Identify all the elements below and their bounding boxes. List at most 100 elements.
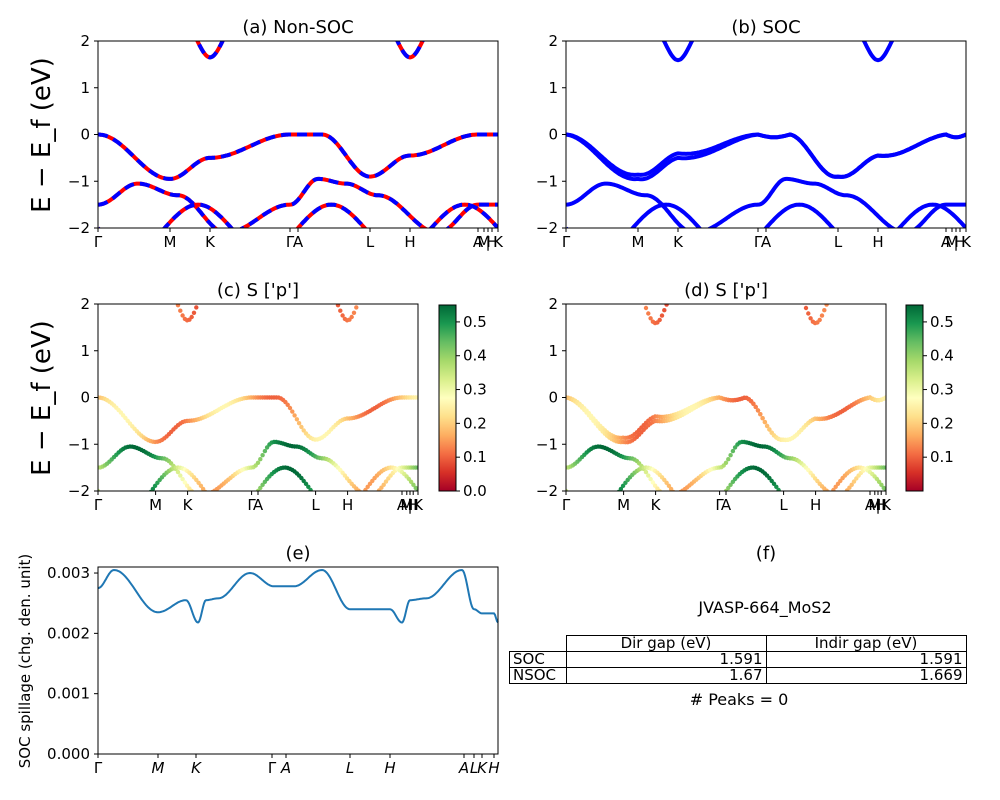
band-point: [758, 412, 763, 417]
band-point: [365, 484, 370, 489]
band-point: [354, 500, 358, 504]
band-point: [808, 316, 813, 321]
band-point: [772, 289, 776, 293]
band-point: [324, 507, 328, 511]
band-point: [671, 489, 676, 491]
band-point: [96, 274, 100, 278]
band-point: [696, 512, 700, 516]
band-line: [98, 132, 498, 181]
band-point: [824, 497, 828, 501]
band-point: [610, 287, 614, 291]
band-point: [235, 511, 239, 515]
band-point: [206, 492, 210, 496]
band-point: [233, 512, 237, 516]
band-point: [413, 485, 418, 491]
band-point: [238, 509, 242, 513]
ylabel-spillage: SOC spillage (chg. den. unit): [16, 554, 34, 769]
band-point: [329, 510, 333, 514]
band-point: [799, 295, 803, 299]
band-point: [764, 423, 770, 429]
band-point: [258, 485, 263, 491]
band-point: [331, 511, 335, 515]
band-point: [829, 293, 833, 297]
band-point: [674, 492, 678, 496]
band-point: [845, 289, 849, 293]
band-point: [685, 506, 689, 510]
band-point: [643, 469, 649, 475]
y-tick-label: 0.002: [47, 624, 90, 642]
x-tick-label: M: [164, 233, 177, 251]
y-tick-label: 0: [548, 126, 558, 144]
band-point: [322, 288, 326, 292]
band-point: [866, 284, 870, 288]
x-tick-label: H: [342, 496, 353, 514]
band-point: [210, 287, 214, 291]
x-tick-label: K: [413, 496, 424, 514]
band-point: [662, 308, 667, 313]
band-point: [678, 290, 682, 294]
band-point: [774, 289, 778, 293]
x-tick-label: A: [397, 496, 408, 514]
x-tick-label: A: [473, 233, 484, 251]
x-tick-label: Γ: [562, 496, 571, 514]
band-point: [196, 300, 200, 304]
band-point: [362, 490, 364, 491]
band-point: [155, 287, 159, 291]
band-point: [690, 510, 694, 514]
band-point: [774, 484, 779, 489]
table-row: NSOC 1.67 1.669: [509, 667, 967, 684]
band-point: [626, 290, 630, 294]
band-point: [386, 284, 390, 288]
x-tick-label: Γ: [715, 496, 724, 514]
colorbar-tick-label: 0.3: [930, 381, 954, 399]
band-point: [771, 481, 777, 486]
colorbar-tick-label: 0.3: [463, 381, 487, 399]
band-point: [180, 476, 185, 482]
band-point: [370, 288, 374, 292]
band-point: [116, 277, 120, 281]
band-point: [859, 286, 863, 290]
band-point: [648, 316, 653, 321]
band-point: [359, 294, 363, 298]
band-point: [594, 512, 598, 516]
band-point: [753, 404, 758, 410]
band-point: [260, 453, 265, 458]
band-point: [875, 282, 879, 286]
band-point: [411, 482, 416, 487]
x-tick-label: |: [407, 496, 412, 514]
band-point: [824, 304, 829, 307]
x-tick-label: H: [810, 496, 821, 514]
band-point: [210, 499, 214, 503]
band-point: [566, 277, 570, 281]
band-point: [381, 482, 386, 487]
x-tick-label: L: [779, 496, 788, 514]
band-point: [600, 508, 604, 512]
x-tick-label: K: [205, 233, 216, 251]
band-point: [128, 511, 132, 515]
band-point: [338, 308, 343, 313]
band-point: [123, 278, 127, 282]
x-tick-label: K: [961, 233, 972, 251]
band-point: [671, 493, 675, 497]
band-point: [666, 483, 672, 488]
plot-frame: [97, 566, 499, 755]
band-point: [591, 281, 595, 285]
x-tick-label: Γ: [562, 233, 571, 251]
band-point: [792, 507, 796, 511]
band-point: [308, 287, 312, 291]
x-tick-label: H: [404, 233, 415, 251]
band-point: [594, 282, 598, 286]
band-point: [614, 288, 618, 292]
band-point: [260, 482, 265, 487]
band-point: [372, 492, 376, 496]
x-tick-label: Γ: [754, 233, 763, 251]
band-point: [262, 448, 268, 454]
x-tick-label: H: [486, 233, 497, 251]
band-point: [831, 493, 835, 497]
x-tick-label: Γ: [94, 496, 103, 514]
x-tick-label: M: [400, 496, 413, 514]
band-point: [836, 494, 840, 498]
